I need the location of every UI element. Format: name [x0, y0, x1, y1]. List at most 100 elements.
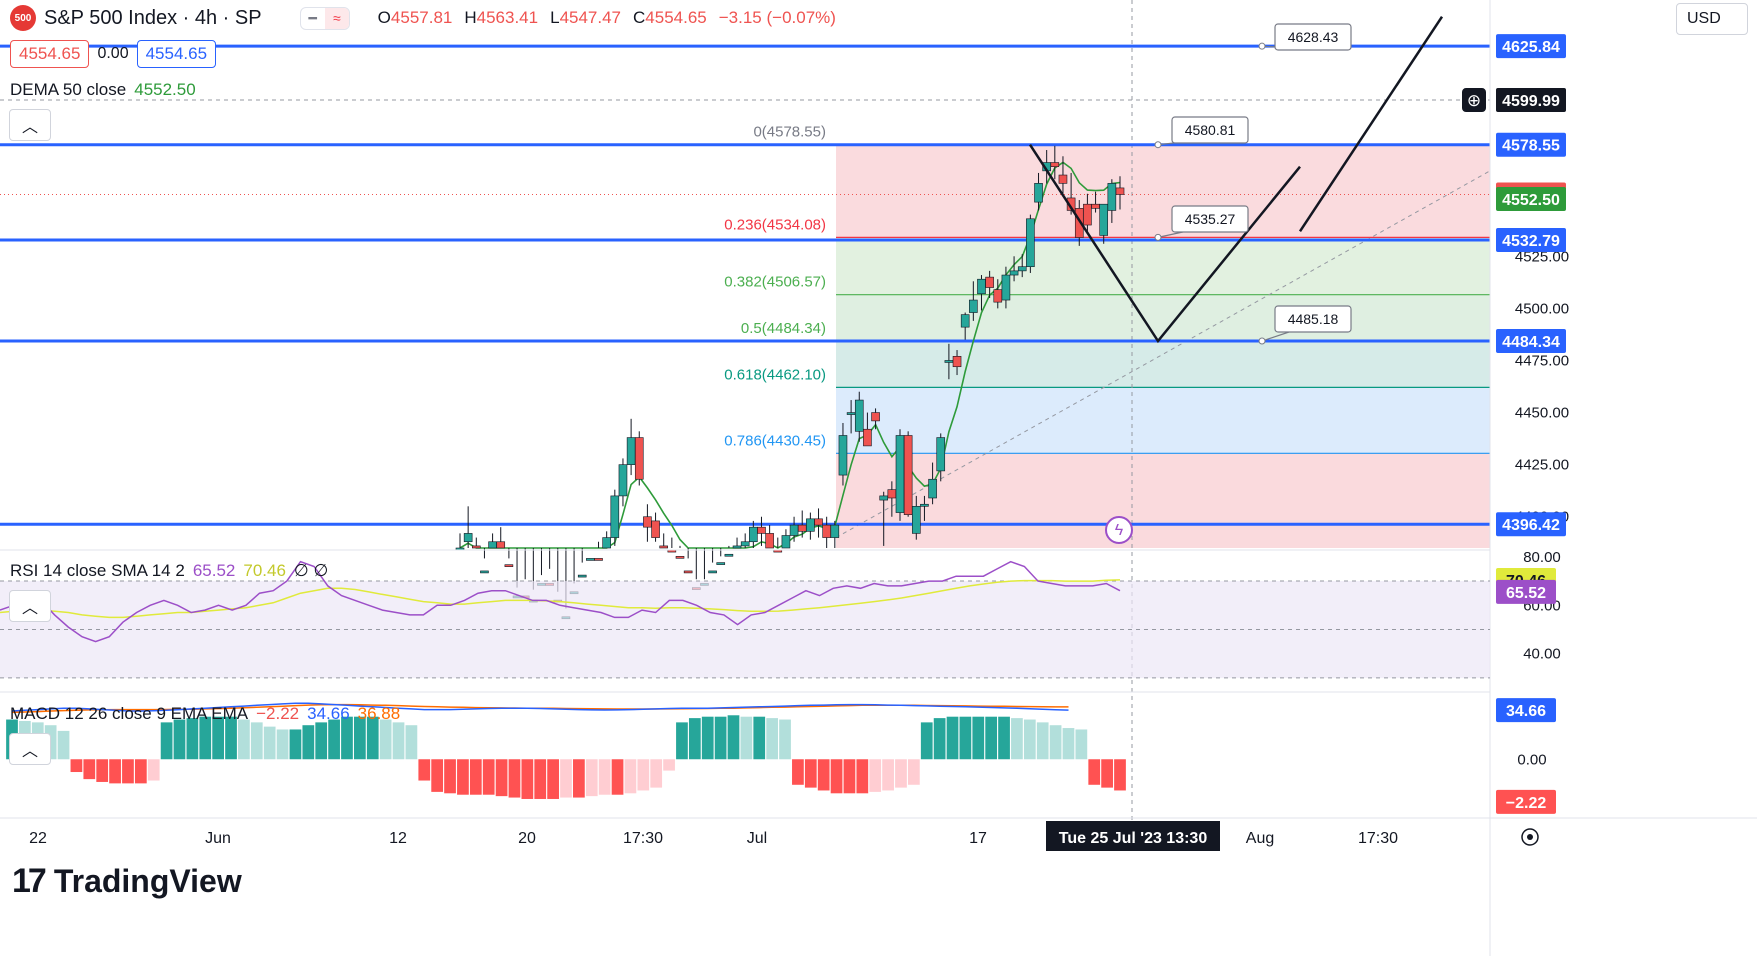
- macd-hist-bar: [792, 759, 804, 785]
- candle: [724, 545, 734, 557]
- candle-body: [610, 495, 620, 538]
- minus-icon[interactable]: ━: [308, 9, 317, 26]
- candle-body: [1001, 274, 1011, 301]
- price-label-text: 4396.42: [1502, 517, 1560, 534]
- macd-hist-bar: [701, 716, 714, 760]
- buy-button[interactable]: 4554.65: [136, 40, 217, 68]
- price-callout: 4535.27: [1154, 205, 1249, 241]
- candle-body: [1034, 183, 1043, 203]
- macd-hist-bar: [418, 759, 431, 781]
- collapse-macd-button[interactable]: ︿: [9, 733, 51, 765]
- candle-body: [651, 520, 660, 538]
- macd-hist-bar: [109, 759, 121, 784]
- candle-body: [887, 489, 897, 499]
- candle: [1107, 179, 1117, 223]
- tradingview-mark-icon: 17: [12, 862, 47, 900]
- price-label-bg: [1496, 34, 1566, 59]
- candle-body: [920, 503, 929, 507]
- currency-selector[interactable]: USD: [1676, 3, 1748, 35]
- candle: [1009, 256, 1019, 282]
- symbol-title[interactable]: S&P 500 Index · 4h · SP: [44, 6, 262, 29]
- candle: [838, 422, 848, 486]
- macd-hist-bar: [122, 759, 134, 784]
- macd-hist-bar: [1049, 725, 1062, 760]
- price-axis-label: 4578.55: [1496, 132, 1566, 157]
- wave-icon[interactable]: ≈: [324, 7, 349, 29]
- price-label-text: 4552.50: [1502, 192, 1560, 209]
- candle: [634, 431, 644, 486]
- sell-button[interactable]: 4554.65: [10, 40, 90, 68]
- macd-hist-bar: [302, 725, 315, 760]
- candle: [626, 418, 636, 476]
- price-axis-label: 4625.84: [1496, 34, 1566, 59]
- candle-body: [463, 533, 473, 543]
- callout-anchor: [1154, 141, 1162, 149]
- fib-label: 0.618(4462.10): [724, 366, 826, 383]
- candle: [806, 512, 815, 540]
- price-label-bg: [1496, 88, 1566, 113]
- trade-buttons: 4554.65 0.00 4554.65: [10, 40, 217, 68]
- tradingview-logo[interactable]: 17 TradingView: [12, 862, 242, 901]
- candle: [789, 516, 799, 542]
- fib-label: 0.5(4484.34): [741, 320, 826, 337]
- symbol-icon[interactable]: 500: [10, 5, 36, 31]
- time-axis-tick: 22: [29, 830, 47, 847]
- fib-zone-3: [836, 341, 1490, 388]
- macd-legend[interactable]: MACD 12 26 close 9 EMA EMA −2.22 34.66 3…: [10, 704, 400, 724]
- macd-hist-bar: [263, 726, 276, 760]
- fib-label: 0(4578.55): [753, 124, 826, 141]
- candle-body: [504, 564, 514, 567]
- candle-body: [618, 464, 628, 497]
- candle-body: [1107, 183, 1117, 211]
- collapse-main-button[interactable]: ︿: [9, 109, 51, 141]
- macd-hist-bar: [933, 718, 946, 760]
- macd-hist-bar: [946, 716, 959, 760]
- macd-hist-bar: [521, 759, 534, 799]
- candle-body: [952, 356, 962, 368]
- collapse-rsi-button[interactable]: ︿: [9, 590, 51, 622]
- price-axis-label: 4532.79: [1496, 228, 1566, 253]
- time-axis-tick: 17:30: [623, 830, 663, 847]
- candle: [757, 516, 766, 546]
- candle-body: [895, 435, 905, 513]
- candle: [700, 548, 709, 586]
- fib-zone-0: [836, 144, 1490, 238]
- candle-body: [724, 553, 734, 557]
- candle: [863, 412, 872, 447]
- fib-label: 0.786(4430.45): [724, 432, 826, 449]
- macd-hist-bar: [83, 759, 96, 780]
- callout-label: 4580.81: [1185, 122, 1236, 138]
- macd-hist-bar: [972, 716, 985, 760]
- flash-event-icon: [1105, 516, 1133, 544]
- plus-glyph: ⊕: [1467, 91, 1481, 110]
- fib-zone-1: [836, 237, 1490, 295]
- candle-body: [577, 574, 587, 578]
- candle-body: [871, 412, 880, 422]
- candle-body: [903, 435, 913, 515]
- candle-body: [1066, 197, 1076, 211]
- candle: [1034, 172, 1043, 211]
- macd-hist-bar: [547, 759, 559, 799]
- rsi-line: [0, 560, 1121, 643]
- macd-hist-bar: [882, 759, 894, 791]
- macd-hist-bar: [315, 722, 328, 760]
- macd-hist-bar: [366, 716, 379, 760]
- dema-legend[interactable]: DEMA 50 close 4552.50: [10, 80, 196, 100]
- rsi-legend[interactable]: RSI 14 close SMA 14 2 65.52 70.46 ∅ ∅: [10, 561, 328, 581]
- fib-zone-bottom: [836, 453, 1490, 548]
- callout-anchor: [1154, 233, 1162, 241]
- compare-toggle[interactable]: ━ ≈: [299, 6, 350, 30]
- candle: [1026, 214, 1035, 273]
- candle-body: [1017, 266, 1027, 272]
- macd-hist-bar: [199, 716, 212, 760]
- candle-body: [1058, 174, 1068, 184]
- macd-hist-bar: [843, 759, 856, 794]
- macd-hist-bar: [431, 759, 444, 792]
- callout-box: [1274, 23, 1352, 51]
- rsi-sma-value: 70.46: [243, 561, 286, 580]
- macd-hist-bar: [817, 759, 830, 791]
- price-axis-label: 4599.99: [1496, 88, 1566, 113]
- currency-label: USD: [1687, 10, 1721, 27]
